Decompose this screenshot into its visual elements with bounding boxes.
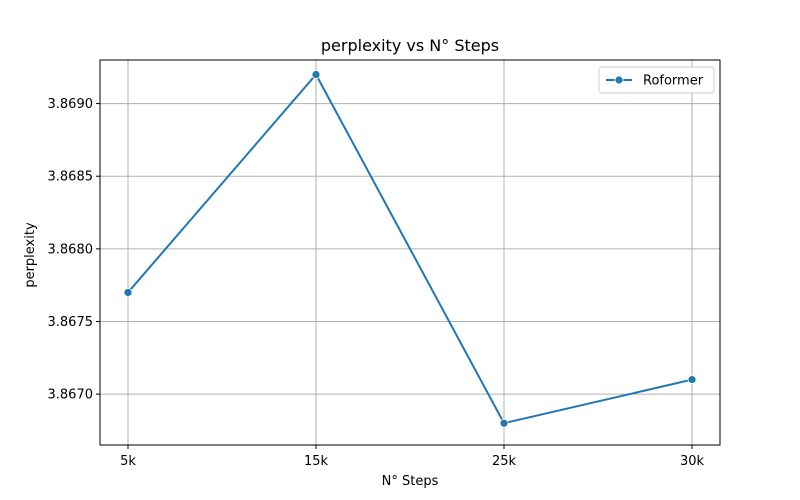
y-tick-label: 3.8685 — [48, 170, 94, 185]
legend: Roformer — [598, 66, 715, 94]
grid-layer — [100, 60, 720, 445]
y-tick-label: 3.8690 — [48, 97, 94, 112]
y-tick-label: 3.8680 — [48, 242, 94, 257]
x-tick-label: 5k — [120, 454, 136, 469]
x-axis-title: N° Steps — [382, 474, 439, 489]
series-line-roformer — [127, 72, 693, 425]
plot-frame — [99, 59, 721, 446]
x-tick-label: 15k — [304, 454, 329, 469]
y-axis: 3.8670 3.8675 3.8680 3.8685 3.8690 — [48, 97, 100, 403]
data-point — [123, 288, 133, 297]
x-tick-label: 25k — [492, 454, 517, 469]
y-axis-title: perplexity — [23, 222, 38, 288]
y-tick-label: 3.8675 — [48, 315, 94, 330]
y-tick-label: 3.8670 — [48, 388, 94, 403]
data-point — [499, 418, 509, 428]
data-point — [311, 70, 321, 79]
x-tick-label: 30k — [680, 454, 705, 469]
chart-title: perplexity vs N° Steps — [321, 36, 499, 55]
legend-marker-swatch — [614, 75, 624, 85]
series-layer — [123, 70, 697, 428]
x-axis: 5k 15k 25k 30k — [120, 445, 705, 469]
data-point — [687, 375, 697, 385]
legend-label: Roformer — [643, 74, 704, 89]
legend-box — [598, 66, 715, 94]
